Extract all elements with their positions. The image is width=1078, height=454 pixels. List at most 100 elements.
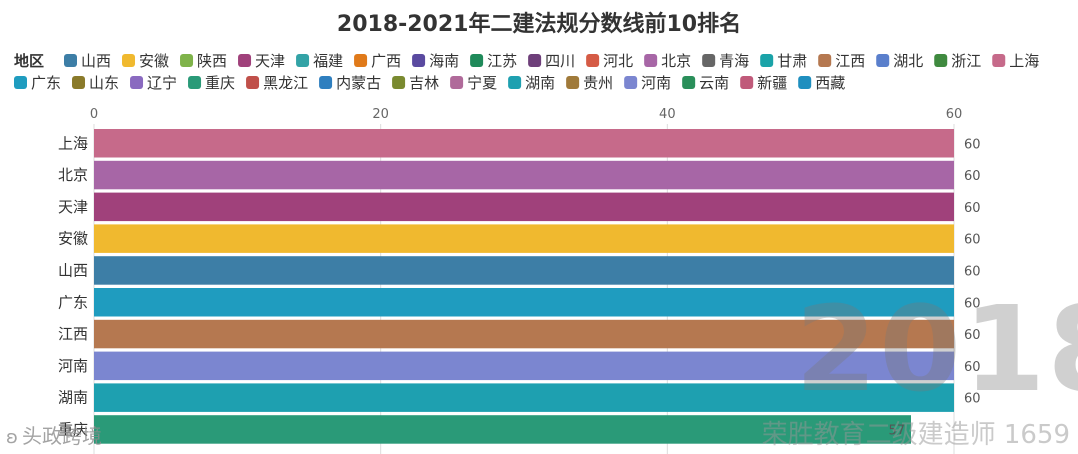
legend-label: 重庆: [205, 74, 235, 92]
category-label: 重庆: [58, 420, 88, 438]
bar: [94, 319, 954, 349]
legend-item[interactable]: 河南: [624, 74, 671, 92]
legend-item[interactable]: 浙江: [934, 52, 981, 70]
bar: [94, 129, 954, 158]
legend-swatch: [470, 54, 484, 67]
category-label: 湖南: [58, 389, 88, 407]
legend-label: 河南: [641, 74, 671, 92]
legend-label: 天津: [255, 52, 285, 70]
legend-swatch: [392, 76, 406, 89]
source-logo-icon: ʚ: [6, 427, 18, 448]
legend-label: 甘肃: [777, 52, 807, 70]
legend-swatch: [180, 54, 194, 67]
legend-label: 广东: [31, 74, 61, 92]
legend-label: 黑龙江: [263, 74, 308, 92]
legend-swatch: [798, 76, 812, 89]
legend-item[interactable]: 山东: [72, 74, 119, 92]
x-tick-label: 20: [372, 107, 389, 122]
legend-item[interactable]: 黑龙江: [246, 74, 308, 92]
legend-swatch: [130, 76, 144, 89]
category-label: 安徽: [58, 230, 88, 248]
legend-item[interactable]: 湖南: [508, 74, 555, 92]
legend-item[interactable]: 四川: [528, 52, 575, 70]
legend-swatch: [992, 54, 1006, 67]
legend-item[interactable]: 甘肃: [760, 52, 807, 70]
legend-item[interactable]: 北京: [644, 52, 691, 70]
category-label: 天津: [58, 198, 88, 216]
legend-label: 福建: [313, 52, 343, 70]
legend-label: 江苏: [487, 52, 517, 70]
value-label: 60: [964, 137, 981, 152]
legend-label: 西藏: [815, 74, 845, 92]
legend-swatch: [818, 54, 832, 67]
legend-item[interactable]: 江西: [818, 52, 865, 70]
bar: [94, 351, 954, 381]
legend-label: 安徽: [139, 52, 169, 70]
legend-item[interactable]: 上海: [992, 52, 1039, 70]
legend-swatch: [72, 76, 86, 89]
value-label: 60: [964, 264, 981, 279]
legend-swatch: [566, 76, 580, 89]
legend-item[interactable]: 江苏: [470, 52, 517, 70]
legend-item[interactable]: 海南: [412, 52, 459, 70]
legend-label: 广西: [371, 52, 401, 70]
legend-swatch: [760, 54, 774, 67]
chart-title: 2018-2021年二建法规分数线前10排名: [336, 12, 742, 37]
category-label: 上海: [58, 134, 88, 152]
legend-swatch: [740, 76, 754, 89]
bars: 上海 60 北京 60 天津 60 安徽 60 山西 60 广东 60 江西 60 河南 60 湖南 60 重庆 57: [58, 129, 981, 444]
legend-swatch: [64, 54, 77, 67]
legend-item[interactable]: 辽宁: [130, 74, 177, 92]
category-label: 山西: [58, 261, 88, 279]
bar: [94, 224, 954, 253]
legend-item[interactable]: 贵州: [566, 74, 613, 92]
value-label: 60: [964, 169, 981, 184]
legend-label: 辽宁: [147, 74, 177, 92]
legend-item[interactable]: 福建: [296, 52, 343, 70]
legend-swatch: [319, 76, 333, 89]
legend-label: 山东: [89, 74, 119, 92]
source-badge-text: 头政跨境: [21, 424, 102, 448]
watermark-credit: 荣胜教育二级建造师 1659: [761, 420, 1070, 450]
value-label: 60: [964, 201, 981, 216]
category-label: 江西: [58, 325, 88, 343]
legend-item[interactable]: 湖北: [876, 52, 923, 70]
legend-item[interactable]: 宁夏: [450, 74, 497, 92]
legend-swatch: [508, 76, 522, 89]
x-tick-label: 40: [659, 107, 676, 122]
legend-swatch: [702, 54, 716, 67]
legend-item[interactable]: 天津: [238, 52, 285, 70]
legend-swatch: [644, 54, 658, 67]
legend-item[interactable]: 陕西: [180, 52, 227, 70]
legend-label: 内蒙古: [336, 74, 381, 92]
bar: [94, 415, 911, 444]
legend-swatch: [412, 54, 426, 67]
legend-item[interactable]: 内蒙古: [319, 74, 381, 92]
legend-label: 陕西: [197, 52, 227, 70]
bar: [94, 383, 954, 412]
bar: [94, 256, 954, 285]
legend-item[interactable]: 重庆: [188, 74, 235, 92]
legend-item[interactable]: 广东: [14, 74, 61, 92]
legend-swatch: [682, 76, 696, 89]
bar: [94, 288, 954, 317]
x-tick-label: 60: [946, 107, 963, 122]
legend-item[interactable]: 吉林: [392, 74, 439, 92]
legend-item[interactable]: 青海: [702, 52, 749, 70]
value-label: 60: [964, 233, 981, 248]
legend-swatch: [624, 76, 638, 89]
legend-swatch: [122, 54, 136, 67]
legend-swatch: [246, 76, 260, 89]
legend-item[interactable]: 安徽: [122, 52, 169, 70]
legend-swatch: [876, 54, 890, 67]
legend-item[interactable]: 新疆: [740, 74, 787, 92]
legend-item[interactable]: 西藏: [798, 74, 845, 92]
legend-item[interactable]: 广西: [354, 52, 401, 70]
legend-label: 浙江: [951, 52, 981, 70]
legend-item[interactable]: 云南: [682, 74, 729, 92]
legend-item[interactable]: 河北: [586, 52, 633, 70]
legend-item[interactable]: 山西: [64, 52, 111, 70]
bar: [94, 160, 954, 190]
legend-label: 四川: [545, 52, 575, 70]
